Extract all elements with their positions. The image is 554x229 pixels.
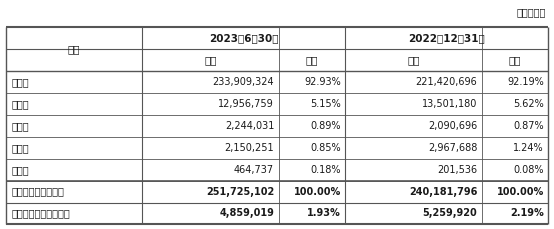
Text: 2,244,031: 2,244,031 <box>225 121 274 131</box>
Text: 201,536: 201,536 <box>437 165 478 175</box>
Text: 2,150,251: 2,150,251 <box>224 143 274 153</box>
Text: 关注类: 关注类 <box>11 99 29 109</box>
Text: 464,737: 464,737 <box>234 165 274 175</box>
Text: 251,725,102: 251,725,102 <box>206 187 274 197</box>
Text: 100.00%: 100.00% <box>294 187 341 197</box>
Text: 0.87%: 0.87% <box>514 121 544 131</box>
Text: 2,090,696: 2,090,696 <box>428 121 478 131</box>
Text: 12,956,759: 12,956,759 <box>218 99 274 109</box>
Text: 不良贷款及不良贷款率: 不良贷款及不良贷款率 <box>11 208 70 218</box>
Text: 发放贷款和垫款总额: 发放贷款和垫款总额 <box>11 187 64 197</box>
Text: 221,420,696: 221,420,696 <box>416 77 478 87</box>
Text: 2,967,688: 2,967,688 <box>428 143 478 153</box>
Text: 0.08%: 0.08% <box>514 165 544 175</box>
Text: 1.24%: 1.24% <box>514 143 544 153</box>
Text: 2022年12月31日: 2022年12月31日 <box>408 33 485 44</box>
Text: 0.18%: 0.18% <box>310 165 341 175</box>
Text: 5,259,920: 5,259,920 <box>423 208 478 218</box>
Text: 次级类: 次级类 <box>11 121 29 131</box>
Text: 占比: 占比 <box>509 55 521 65</box>
Text: 240,181,796: 240,181,796 <box>409 187 478 197</box>
Text: 1.93%: 1.93% <box>307 208 341 218</box>
Text: 0.85%: 0.85% <box>310 143 341 153</box>
Text: 5.62%: 5.62% <box>513 99 544 109</box>
Text: 损失类: 损失类 <box>11 165 29 175</box>
Text: 项目: 项目 <box>68 44 80 54</box>
Text: 13,501,180: 13,501,180 <box>422 99 478 109</box>
Text: 2023年6月30日: 2023年6月30日 <box>209 33 279 44</box>
Text: 可疑类: 可疑类 <box>11 143 29 153</box>
Text: 金额: 金额 <box>204 55 217 65</box>
Text: 0.89%: 0.89% <box>310 121 341 131</box>
Text: 正常类: 正常类 <box>11 77 29 87</box>
Text: 单位：千元: 单位：千元 <box>516 7 546 17</box>
Text: 100.00%: 100.00% <box>497 187 544 197</box>
Text: 4,859,019: 4,859,019 <box>219 208 274 218</box>
Text: 金额: 金额 <box>407 55 420 65</box>
Text: 2.19%: 2.19% <box>510 208 544 218</box>
Text: 233,909,324: 233,909,324 <box>213 77 274 87</box>
Text: 5.15%: 5.15% <box>310 99 341 109</box>
Text: 92.93%: 92.93% <box>304 77 341 87</box>
Text: 占比: 占比 <box>306 55 318 65</box>
Text: 92.19%: 92.19% <box>507 77 544 87</box>
